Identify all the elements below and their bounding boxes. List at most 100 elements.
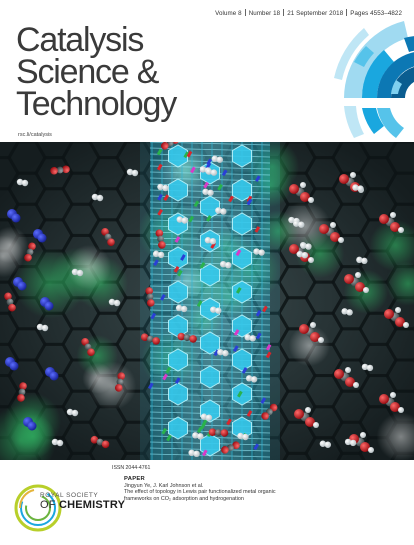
- atom: [215, 429, 222, 436]
- atom: [49, 371, 59, 381]
- atom: [62, 165, 70, 174]
- atom: [353, 382, 359, 388]
- functional-group: [235, 249, 242, 257]
- functional-group: [156, 148, 163, 156]
- atom: [197, 433, 204, 440]
- issue-pages: Pages 4553–4822: [350, 10, 402, 17]
- atom: [71, 409, 79, 417]
- hex-cell: [304, 436, 344, 460]
- atom: [17, 281, 27, 291]
- co2-molecule: [50, 165, 70, 175]
- framework-node: [168, 178, 188, 202]
- atom: [26, 248, 34, 256]
- atom: [258, 249, 265, 256]
- functional-group: [160, 294, 166, 301]
- framework-node: [232, 144, 252, 168]
- atom: [157, 235, 164, 243]
- framework-node: [200, 263, 220, 287]
- atom: [245, 375, 253, 382]
- functional-group: [196, 300, 203, 307]
- journal-title-line3: Technology: [16, 85, 177, 123]
- featured-paper: PAPER Jingyun Ye, J. Karl Johnson et al.…: [124, 476, 404, 502]
- framework-node: [168, 144, 188, 168]
- atom: [51, 438, 59, 446]
- functional-group: [206, 215, 212, 222]
- atom: [208, 428, 217, 436]
- atom: [379, 394, 389, 404]
- atom: [310, 332, 320, 342]
- atom: [8, 303, 16, 312]
- atom: [81, 337, 89, 346]
- atom: [334, 369, 344, 379]
- functional-group: [265, 343, 272, 351]
- atom: [200, 413, 208, 420]
- framework-node: [232, 382, 252, 406]
- atom: [147, 335, 154, 343]
- functional-group: [260, 397, 267, 404]
- framework-node: [232, 348, 252, 372]
- atom: [237, 432, 244, 440]
- atom: [37, 233, 47, 243]
- atom: [50, 166, 58, 175]
- framework-node: [168, 246, 188, 270]
- atom: [96, 194, 104, 202]
- molecules-layer: [4, 142, 409, 458]
- green-glow: [385, 261, 414, 306]
- atom: [355, 272, 361, 278]
- atom: [6, 298, 14, 306]
- green-glow: [10, 414, 56, 459]
- functional-group: [199, 261, 206, 269]
- functional-group: [246, 195, 253, 203]
- atom: [318, 337, 324, 343]
- atom: [205, 414, 213, 421]
- functional-group: [180, 254, 186, 261]
- paper-title-line1: The effect of topology in Lewis pair fun…: [124, 489, 276, 496]
- journal-title: Catalysis Science & Technology: [16, 21, 177, 123]
- functional-group: [221, 169, 228, 177]
- atom: [398, 227, 404, 233]
- atom: [366, 364, 374, 372]
- atom: [41, 324, 49, 332]
- atom: [308, 257, 314, 263]
- atom: [24, 253, 32, 262]
- functional-group: [174, 377, 181, 384]
- journal-url[interactable]: rsc.li/catalysis: [18, 132, 52, 138]
- atom: [289, 184, 299, 194]
- atom: [300, 182, 306, 188]
- publisher-name: ROYAL SOCIETY OF CHEMISTRY: [40, 492, 125, 511]
- functional-group: [203, 181, 209, 189]
- journal-title-line2: Science &: [16, 53, 159, 91]
- atom: [361, 363, 369, 371]
- atom: [202, 188, 209, 195]
- atom: [113, 299, 121, 307]
- atom: [146, 299, 155, 307]
- atom: [232, 441, 240, 450]
- atom: [183, 334, 191, 342]
- co2-molecule: [140, 333, 160, 345]
- atom: [308, 197, 314, 203]
- atom: [363, 287, 369, 293]
- atom: [145, 287, 154, 295]
- functional-group: [253, 443, 260, 451]
- atom: [346, 309, 353, 316]
- issue-info: Volume 8 Number 18 21 September 2018 Pages …: [215, 9, 402, 17]
- atom: [155, 229, 164, 238]
- atom: [220, 260, 227, 268]
- co2-molecule: [160, 142, 180, 150]
- atom: [87, 348, 95, 357]
- atom: [18, 388, 26, 396]
- mof-framework: [140, 142, 280, 460]
- atom: [300, 242, 307, 249]
- issue-number: Number 18: [248, 10, 281, 17]
- atom: [180, 305, 188, 313]
- atom: [349, 439, 357, 447]
- atom: [140, 333, 149, 341]
- functional-group: [254, 226, 261, 233]
- functional-group: [202, 449, 208, 457]
- atom: [17, 394, 25, 402]
- journal-title-line1: Catalysis: [16, 21, 144, 59]
- functional-group: [157, 193, 163, 201]
- atom: [305, 417, 315, 427]
- framework-node: [232, 178, 252, 202]
- functional-group: [246, 410, 253, 417]
